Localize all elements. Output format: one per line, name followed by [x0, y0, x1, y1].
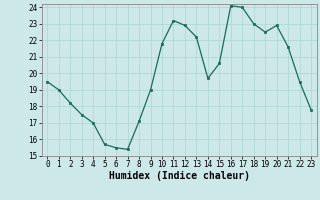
X-axis label: Humidex (Indice chaleur): Humidex (Indice chaleur): [109, 171, 250, 181]
